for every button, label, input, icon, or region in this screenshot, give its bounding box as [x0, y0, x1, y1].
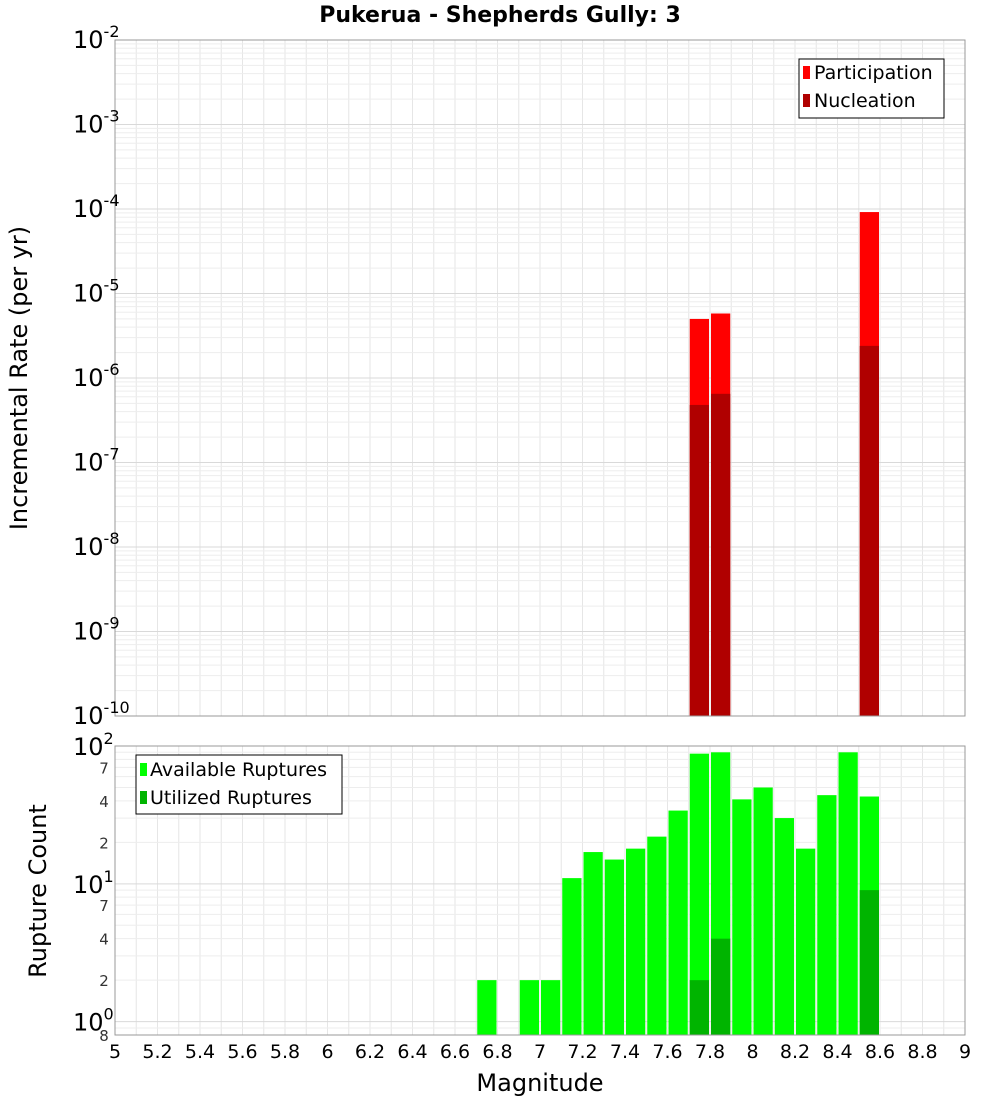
y-tick-label: 10-7 — [73, 445, 120, 477]
available-ruptures-bar — [732, 799, 752, 1035]
y-minor-tick-label: 4 — [99, 931, 109, 949]
x-tick-label: 9 — [959, 1041, 971, 1063]
y-minor-tick-label: 4 — [99, 793, 109, 811]
chart-title: Pukerua - Shepherds Gully: 3 — [319, 3, 681, 28]
count-legend-box — [135, 754, 343, 815]
x-tick-label: 6.2 — [355, 1041, 385, 1063]
y-tick-exponent: -6 — [104, 360, 120, 379]
y-tick-exponent: 2 — [104, 729, 114, 748]
legend-label-participation: Participation — [814, 62, 933, 84]
y-minor-tick-label: 2 — [99, 972, 109, 990]
y-tick-label: 10-2 — [73, 22, 120, 54]
available-ruptures-bar — [626, 848, 646, 1035]
y-tick-label: 10-4 — [73, 191, 120, 223]
utilized-ruptures-bar — [689, 980, 709, 1035]
count-y-axis-label: Rupture Count — [24, 804, 52, 978]
x-tick-label: 8.2 — [780, 1041, 810, 1063]
x-tick-label: 5 — [109, 1041, 121, 1063]
count-plot-bars — [477, 752, 879, 1035]
y-tick-exponent: -9 — [104, 614, 120, 633]
y-tick-label: 10-8 — [73, 529, 120, 561]
x-tick-label: 6.6 — [440, 1041, 470, 1063]
count-legend: Available Ruptures Utilized Ruptures — [135, 754, 343, 815]
rate-plot-bars — [689, 212, 879, 716]
rate-plot-frame — [114, 39, 966, 717]
rate-legend-box — [798, 58, 945, 119]
available-ruptures-bar — [583, 852, 603, 1035]
y-tick-label: 10-5 — [73, 276, 120, 308]
x-tick-label: 7.4 — [610, 1041, 640, 1063]
y-tick-exponent: -4 — [104, 191, 120, 210]
utilized-ruptures-bar — [711, 938, 731, 1035]
nucleation-bar — [689, 404, 709, 716]
x-tick-label: 7.8 — [695, 1041, 725, 1063]
y-tick-label: 10-9 — [73, 614, 120, 646]
x-tick-label: 7.2 — [567, 1041, 597, 1063]
x-tick-label: 5.8 — [270, 1041, 300, 1063]
y-tick-exponent: -10 — [104, 698, 130, 717]
rate-legend: Participation Nucleation — [798, 58, 945, 119]
x-tick-label: 8.4 — [822, 1041, 852, 1063]
y-tick-exponent: 0 — [104, 1005, 114, 1024]
y-tick-exponent: -2 — [104, 22, 120, 41]
x-tick-label: 5.2 — [142, 1041, 172, 1063]
y-tick-label: 10-3 — [73, 107, 120, 139]
available-ruptures-bar — [519, 980, 539, 1035]
available-ruptures-bar — [796, 848, 816, 1035]
legend-swatch-available — [140, 763, 147, 776]
x-tick-label: 8 — [746, 1041, 758, 1063]
available-ruptures-bar — [838, 752, 858, 1035]
available-ruptures-bar — [541, 980, 561, 1035]
x-tick-label: 6.4 — [397, 1041, 427, 1063]
x-tick-label: 8.8 — [907, 1041, 937, 1063]
legend-label-available: Available Ruptures — [150, 759, 327, 781]
x-tick-label: 7 — [534, 1041, 546, 1063]
utilized-ruptures-bar — [859, 890, 879, 1035]
rate-plot-grid — [114, 40, 966, 717]
available-ruptures-bar — [817, 795, 837, 1035]
legend-label-utilized: Utilized Ruptures — [150, 787, 312, 809]
available-ruptures-bar — [647, 836, 667, 1035]
available-ruptures-bar — [753, 787, 773, 1035]
rate-y-axis-label: Incremental Rate (per yr) — [5, 226, 33, 530]
y-tick-label: 10-10 — [73, 698, 130, 730]
available-ruptures-bar — [668, 810, 688, 1035]
legend-swatch-nucleation — [803, 94, 810, 107]
y-minor-tick-label: 8 — [99, 1027, 109, 1045]
y-tick-label: 101 — [73, 867, 114, 899]
y-tick-exponent: -8 — [104, 529, 120, 548]
y-minor-tick-label: 7 — [99, 897, 109, 915]
x-tick-label: 6.8 — [482, 1041, 512, 1063]
x-axis-label: Magnitude — [476, 1069, 603, 1097]
x-tick-label: 7.6 — [652, 1041, 682, 1063]
x-tick-label: 8.6 — [865, 1041, 895, 1063]
nucleation-bar — [859, 345, 879, 716]
x-tick-label: 5.4 — [185, 1041, 215, 1063]
legend-swatch-utilized — [140, 791, 147, 804]
available-ruptures-bar — [477, 980, 497, 1035]
available-ruptures-bar — [604, 859, 624, 1035]
count-plot-frame — [114, 745, 966, 1036]
nucleation-bar — [711, 393, 731, 716]
y-tick-exponent: -3 — [104, 107, 120, 126]
y-tick-exponent: 1 — [104, 867, 114, 886]
legend-label-nucleation: Nucleation — [814, 90, 916, 112]
y-tick-exponent: -5 — [104, 276, 120, 295]
x-tick-label: 6 — [321, 1041, 333, 1063]
y-tick-label: 102 — [73, 729, 114, 761]
available-ruptures-bar — [562, 878, 582, 1035]
legend-swatch-participation — [803, 66, 810, 79]
x-tick-label: 5.6 — [227, 1041, 257, 1063]
x-axis-ticks: 5 5.2 5.4 5.6 5.8 6 6.2 6.4 6.6 6.8 7 7.2 7.4 7.6 7.8 8… — [109, 1041, 971, 1063]
y-minor-tick-label: 2 — [99, 834, 109, 852]
y-tick-label: 10-6 — [73, 360, 120, 392]
y-minor-tick-label: 7 — [99, 759, 109, 777]
y-tick-exponent: -7 — [104, 445, 120, 464]
available-ruptures-bar — [774, 818, 794, 1035]
available-ruptures-bar — [689, 753, 709, 1035]
